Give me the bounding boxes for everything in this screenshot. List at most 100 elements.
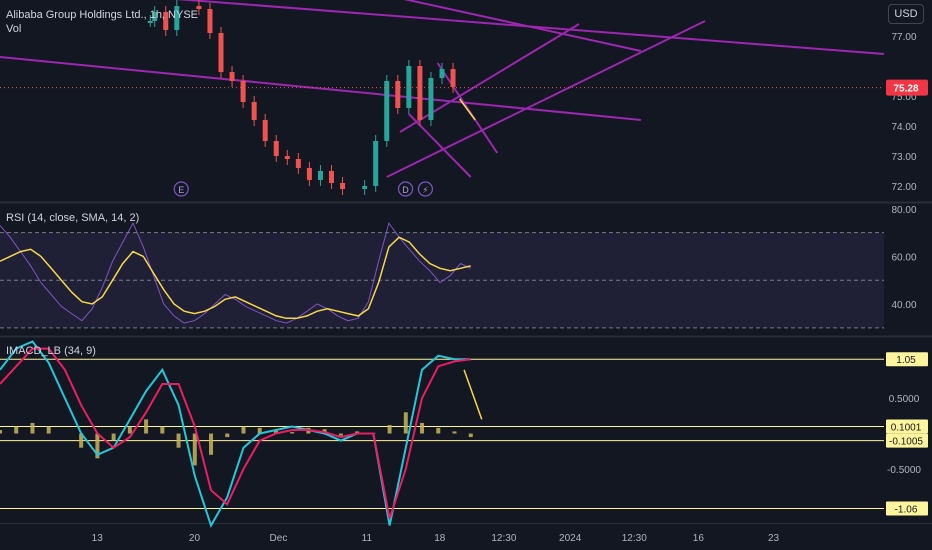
candle-body <box>329 171 334 183</box>
time-tick-label: 13 <box>92 533 104 544</box>
time-tick-label: 12:30 <box>622 533 647 544</box>
candle-body <box>406 66 412 108</box>
candle-body <box>196 6 202 9</box>
candle-body <box>273 141 279 156</box>
macd-level-label: -1.06 <box>895 505 918 516</box>
macd-histogram-bar <box>0 430 2 434</box>
candle-body <box>428 78 434 120</box>
event-marker <box>173 181 189 197</box>
macd-histogram-bar <box>95 433 100 459</box>
macd-level-badge <box>886 501 928 516</box>
macd-histogram-bar <box>14 426 19 434</box>
macd-line <box>0 340 471 528</box>
last-price-badge <box>886 79 928 96</box>
macd-histogram-bar <box>176 433 181 448</box>
projection-arrow <box>463 369 483 420</box>
macd-level-label: 0.1001 <box>891 422 922 433</box>
macd-tick-label: 0.5000 <box>889 394 920 405</box>
macd-histogram-bar <box>127 426 132 434</box>
candle-body <box>152 12 158 21</box>
candle-body <box>362 186 368 189</box>
event-marker-label: ⚡ <box>422 185 428 195</box>
candle-body <box>306 168 312 180</box>
price-tick-label: 75.00 <box>891 92 916 103</box>
macd-histogram-bar <box>79 433 84 448</box>
candle-body <box>450 69 456 87</box>
price-tick-label: 74.00 <box>891 122 916 133</box>
trendline <box>0 56 641 121</box>
candle-body <box>340 183 346 189</box>
candle-body <box>262 120 268 141</box>
event-marker <box>397 181 414 197</box>
macd-histogram-bar <box>30 422 35 434</box>
volume-label: Vol <box>6 23 22 35</box>
macd-histogram-bar <box>403 412 408 434</box>
candle-body <box>251 102 257 120</box>
projection-arrow <box>459 98 476 121</box>
macd-histogram-bar <box>241 426 246 434</box>
candle-body <box>163 12 169 30</box>
macd-histogram-bar <box>290 432 295 434</box>
candle-body <box>207 9 213 33</box>
candle-body <box>417 66 423 120</box>
macd-tick-label: -0.5000 <box>887 465 921 476</box>
time-tick-label: 16 <box>693 533 705 544</box>
macd-histogram-bar <box>355 431 360 434</box>
rsi-indicator-label[interactable]: RSI (14, close, SMA, 14, 2) <box>6 212 140 224</box>
candle-body <box>229 72 235 81</box>
candle-body <box>174 6 180 30</box>
candle-body <box>240 81 246 102</box>
candle-body <box>218 33 224 72</box>
currency-button[interactable]: USD <box>888 4 924 24</box>
time-tick-label: 18 <box>434 533 446 544</box>
macd-histogram-bar <box>436 427 441 434</box>
macd-histogram-bar <box>338 433 343 436</box>
candle-body <box>395 81 401 108</box>
time-tick-label: 23 <box>768 533 780 544</box>
candle-body <box>147 21 153 23</box>
time-tick-label: 11 <box>362 533 373 544</box>
macd-histogram-bar <box>160 426 165 434</box>
trendline <box>436 62 499 154</box>
event-marker <box>417 181 434 197</box>
rsi-line <box>0 221 471 324</box>
macd-histogram-bar <box>387 425 392 434</box>
last-price-label: 75.28 <box>893 84 918 95</box>
macd-level-label: 1.05 <box>896 355 916 366</box>
macd-level-badge <box>886 419 928 434</box>
symbol-title[interactable]: Alibaba Group Holdings Ltd., 1h, NYSE <box>6 9 199 21</box>
macd-level-label: -0.1005 <box>889 437 923 448</box>
event-marker-label: D <box>402 185 409 195</box>
candle-body <box>295 159 301 168</box>
macd-histogram-bar <box>46 426 51 434</box>
rsi-ma-line <box>0 236 471 320</box>
rsi-tick-label: 80.00 <box>891 205 916 216</box>
candle-body <box>384 81 390 141</box>
macd-histogram-bar <box>468 433 473 438</box>
signal-line <box>0 347 471 519</box>
macd-histogram-bar <box>257 427 262 434</box>
macd-histogram-bar <box>452 431 457 434</box>
macd-histogram-bar <box>273 430 278 434</box>
time-tick-label: 2024 <box>559 533 582 544</box>
rsi-tick-label: 60.00 <box>891 252 916 263</box>
macd-histogram-bar <box>209 433 214 455</box>
trendline <box>399 23 580 133</box>
trendline <box>386 20 706 178</box>
time-tick-label: 12:30 <box>491 533 516 544</box>
event-marker-label: E <box>178 185 184 195</box>
price-tick-label: 72.00 <box>891 182 916 193</box>
trendline <box>175 0 885 55</box>
time-tick-label: 20 <box>189 533 201 544</box>
macd-histogram-bar <box>225 433 230 438</box>
macd-indicator-label[interactable]: IMACD_LB (34, 9) <box>6 345 96 357</box>
candle-body <box>284 156 290 159</box>
candle-body <box>317 171 323 180</box>
candle-body <box>373 141 379 186</box>
macd-level-badge <box>886 352 928 367</box>
time-tick-label: Dec <box>270 533 288 544</box>
price-tick-label: 77.00 <box>891 32 916 43</box>
rsi-tick-label: 40.00 <box>891 300 916 311</box>
